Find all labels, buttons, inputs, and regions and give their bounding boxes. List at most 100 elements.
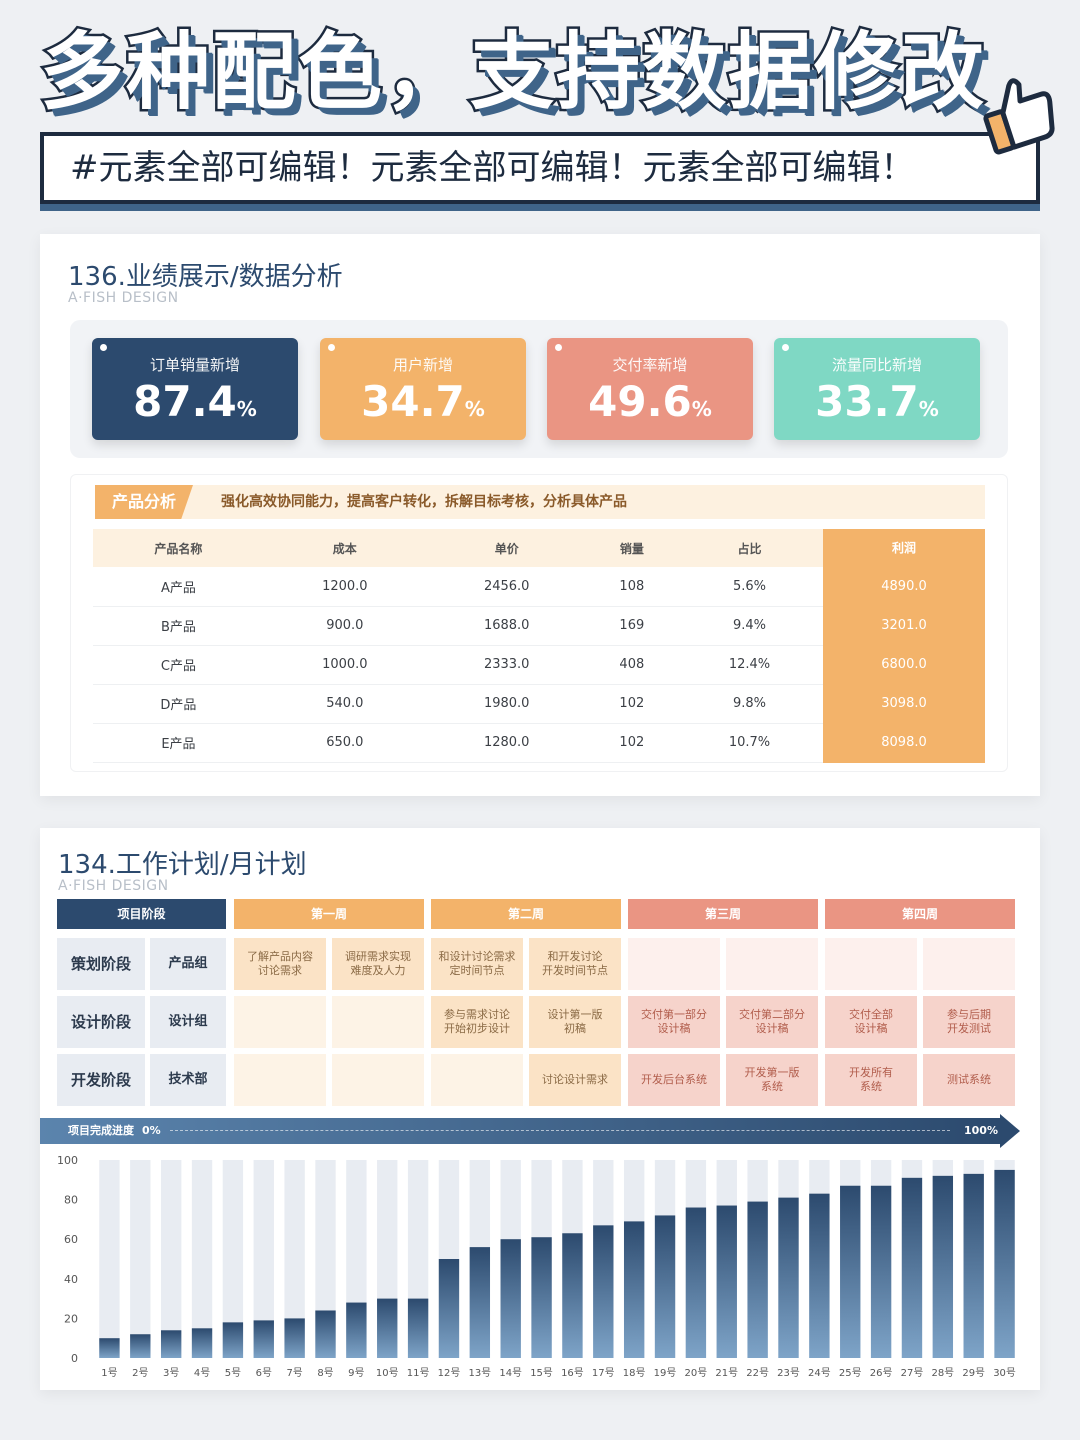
product-analysis-desc: 强化高效协同能力，提高客户转化，拆解目标考核，分析具体产品: [221, 494, 627, 510]
kpi-dot: [328, 344, 335, 351]
bar: [160, 1330, 182, 1358]
card1-subtitle: A·FISH DESIGN: [68, 290, 179, 306]
x-tick-label: 7号: [286, 1367, 302, 1379]
product-analysis-tag: 产品分析: [95, 485, 193, 519]
table-cell: 3098.0: [823, 684, 985, 724]
card1-title: 136.业绩展示/数据分析: [68, 262, 343, 292]
table-cell: 540.0: [263, 684, 426, 724]
table-cell: 102: [587, 684, 677, 724]
table-cell: 1200.0: [263, 567, 426, 607]
x-tick-label: 6号: [256, 1367, 272, 1379]
column-header: 产品名称: [93, 529, 264, 567]
progress-label: 项目完成进度: [68, 1124, 134, 1137]
progress-bar-chart: 0 20 40 60 80 100 1号 2号 3号 4号 5号 6号 7号 8号 9号 10号 11号 12号 1…: [57, 1154, 1016, 1379]
progress-arrow-icon: [1000, 1114, 1020, 1148]
task-cell: [332, 1054, 424, 1106]
progress-bar: [40, 1118, 1000, 1144]
bar: [130, 1334, 151, 1358]
gantt-grid: 项目阶段 第一周 第二周 第三周 第四周 策划阶段 产品组 了解产品内容 讨论需求 调研需求实现…: [40, 828, 1040, 1118]
x-tick-label: 14号: [499, 1367, 522, 1379]
table-cell: 8098.0: [823, 723, 985, 763]
kpi-value: 33.7%: [815, 377, 939, 426]
x-tick-label: 18号: [623, 1367, 646, 1379]
bar-track: [315, 1160, 336, 1358]
kpi-card-orders[interactable]: 订单销量新增 87.4%: [92, 338, 298, 440]
table-cell: 9.8%: [676, 684, 824, 724]
bar: [932, 1175, 954, 1358]
bar: [654, 1215, 676, 1358]
feature-banner: #元素全部可编辑！元素全部可编辑！元素全部可编辑！: [40, 132, 1040, 204]
bar: [778, 1197, 799, 1358]
column-header: 销量: [587, 529, 677, 567]
kpi-card-traffic[interactable]: 流量同比新增 33.7%: [774, 338, 980, 440]
x-tick-label: 9号: [348, 1367, 364, 1379]
x-tick-label: 13号: [468, 1367, 491, 1379]
table-cell: 1000.0: [263, 645, 426, 685]
bar: [315, 1310, 336, 1358]
bar-track: [191, 1160, 213, 1358]
bar: [809, 1193, 830, 1358]
bar: [963, 1173, 984, 1358]
bar-track: [284, 1160, 305, 1358]
bar-track: [222, 1160, 244, 1358]
table-cell: 900.0: [263, 606, 426, 646]
table-cell: 5.6%: [676, 567, 824, 607]
bar-track: [253, 1160, 274, 1358]
task-cell: 和设计讨论需求 定时间节点: [431, 938, 523, 990]
y-tick-label: 60: [64, 1233, 78, 1246]
bar: [747, 1201, 768, 1358]
table-row: E产品 650.0 1280.0 102 10.7% 8098.0: [93, 723, 985, 763]
task-cell: [923, 938, 1015, 990]
bar-track: [99, 1160, 120, 1358]
table-cell: C产品: [93, 645, 264, 685]
thumbs-up-icon: [983, 78, 1055, 155]
bar: [377, 1298, 398, 1358]
bar: [346, 1302, 367, 1358]
table-cell: 1280.0: [425, 723, 588, 763]
task-cell: [332, 996, 424, 1048]
y-tick-label: 100: [57, 1154, 78, 1167]
task-cell: [234, 996, 326, 1048]
task-cell: [726, 938, 818, 990]
x-tick-label: 23号: [777, 1367, 800, 1379]
x-tick-label: 24号: [808, 1367, 831, 1379]
y-tick-label: 40: [64, 1273, 78, 1286]
x-tick-label: 3号: [163, 1367, 179, 1379]
kpi-value: 87.4%: [133, 377, 257, 426]
x-tick-label: 25号: [839, 1367, 862, 1379]
column-header: 单价: [425, 529, 588, 567]
kpi-card-users[interactable]: 用户新增 34.7%: [320, 338, 526, 440]
kpi-label: 流量同比新增: [831, 356, 922, 374]
table-cell: 12.4%: [676, 645, 824, 685]
x-tick-label: 10号: [376, 1367, 399, 1379]
bar: [870, 1185, 892, 1358]
column-header: 成本: [263, 529, 426, 567]
bar: [901, 1177, 923, 1358]
table-row: C产品 1000.0 2333.0 408 12.4% 6800.0: [93, 645, 985, 685]
table-cell: 2333.0: [425, 645, 588, 685]
x-tick-label: 12号: [438, 1367, 461, 1379]
table-cell: 650.0: [263, 723, 426, 763]
week-header: 第四周: [825, 899, 1015, 929]
phase-header: 项目阶段: [57, 899, 226, 929]
bar: [222, 1322, 244, 1358]
kpi-card-delivery[interactable]: 交付率新增 49.6%: [547, 338, 753, 440]
week-header: 第三周: [628, 899, 818, 929]
week-header: 第一周: [234, 899, 424, 929]
table-row: B产品 900.0 1688.0 169 9.4% 3201.0: [93, 606, 985, 646]
week-header: 第二周: [431, 899, 621, 929]
x-tick-label: 28号: [931, 1367, 954, 1379]
table-cell: 108: [587, 567, 677, 607]
task-cell: 开发后台系统: [628, 1054, 720, 1106]
table-cell: 408: [587, 645, 677, 685]
team-label: 产品组: [150, 938, 226, 990]
kpi-label: 订单销量新增: [149, 356, 240, 374]
x-tick-label: 30号: [993, 1367, 1016, 1379]
bar: [407, 1298, 429, 1358]
table-cell: A产品: [93, 567, 264, 607]
kpi-dot: [555, 344, 562, 351]
phase-label: 策划阶段: [57, 938, 145, 990]
table-cell: 4890.0: [823, 567, 985, 607]
bar: [716, 1205, 737, 1358]
team-label: 设计组: [150, 996, 226, 1048]
